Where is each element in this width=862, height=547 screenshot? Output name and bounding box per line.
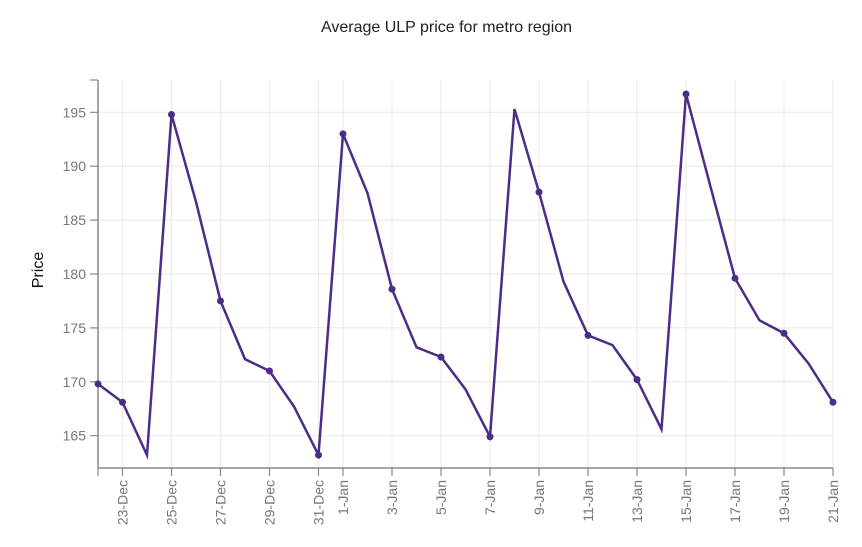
data-point <box>682 90 690 98</box>
data-point <box>486 433 494 441</box>
data-point <box>780 329 788 337</box>
data-point <box>633 376 641 384</box>
data-point <box>584 331 592 339</box>
x-tick-label: 31-Dec <box>311 480 327 525</box>
y-tick-label: 165 <box>63 428 87 444</box>
data-point <box>437 353 445 361</box>
chart-title: Average ULP price for metro region <box>320 19 573 36</box>
data-point <box>94 380 102 388</box>
data-point <box>731 274 739 282</box>
x-tick-label: 25-Dec <box>164 480 180 525</box>
y-tick-label: 185 <box>63 212 87 228</box>
series <box>94 90 837 460</box>
x-tick-label: 11-Jan <box>580 480 596 522</box>
x-tick-label: 21-Jan <box>825 480 841 523</box>
data-point <box>388 285 396 293</box>
y-tick-label: 170 <box>63 374 87 390</box>
y-tick-label: 195 <box>63 104 87 120</box>
x-tick-label: 1-Jan <box>335 480 351 515</box>
x-tick-label: 27-Dec <box>213 480 229 525</box>
data-point <box>168 110 175 118</box>
data-point <box>315 451 322 459</box>
data-point <box>266 367 273 375</box>
x-tick-label: 15-Jan <box>678 480 694 523</box>
x-tick-label: 7-Jan <box>482 480 498 515</box>
x-tick-label: 3-Jan <box>384 480 400 515</box>
data-point <box>339 130 347 138</box>
x-tick-label: 17-Jan <box>727 480 743 523</box>
x-tick-label: 9-Jan <box>531 480 547 515</box>
x-tick-label: 13-Jan <box>629 480 645 523</box>
data-point <box>217 297 224 305</box>
grid <box>98 80 834 468</box>
x-tick-label: 5-Jan <box>433 480 449 515</box>
y-tick-label: 180 <box>63 266 87 282</box>
data-point <box>119 398 126 406</box>
y-tick-label: 175 <box>63 320 87 336</box>
axes: 165 170 175 180 185 190 195 23-Dec 25-Dec 27-Dec 2… <box>63 79 841 525</box>
data-point <box>535 188 543 196</box>
y-tick-label: 190 <box>63 158 87 174</box>
x-tick-label: 29-Dec <box>262 480 278 525</box>
x-tick-label: 23-Dec <box>115 480 131 525</box>
y-axis-label: Price <box>30 252 47 289</box>
x-tick-label: 19-Jan <box>776 480 792 523</box>
data-point <box>829 398 837 406</box>
